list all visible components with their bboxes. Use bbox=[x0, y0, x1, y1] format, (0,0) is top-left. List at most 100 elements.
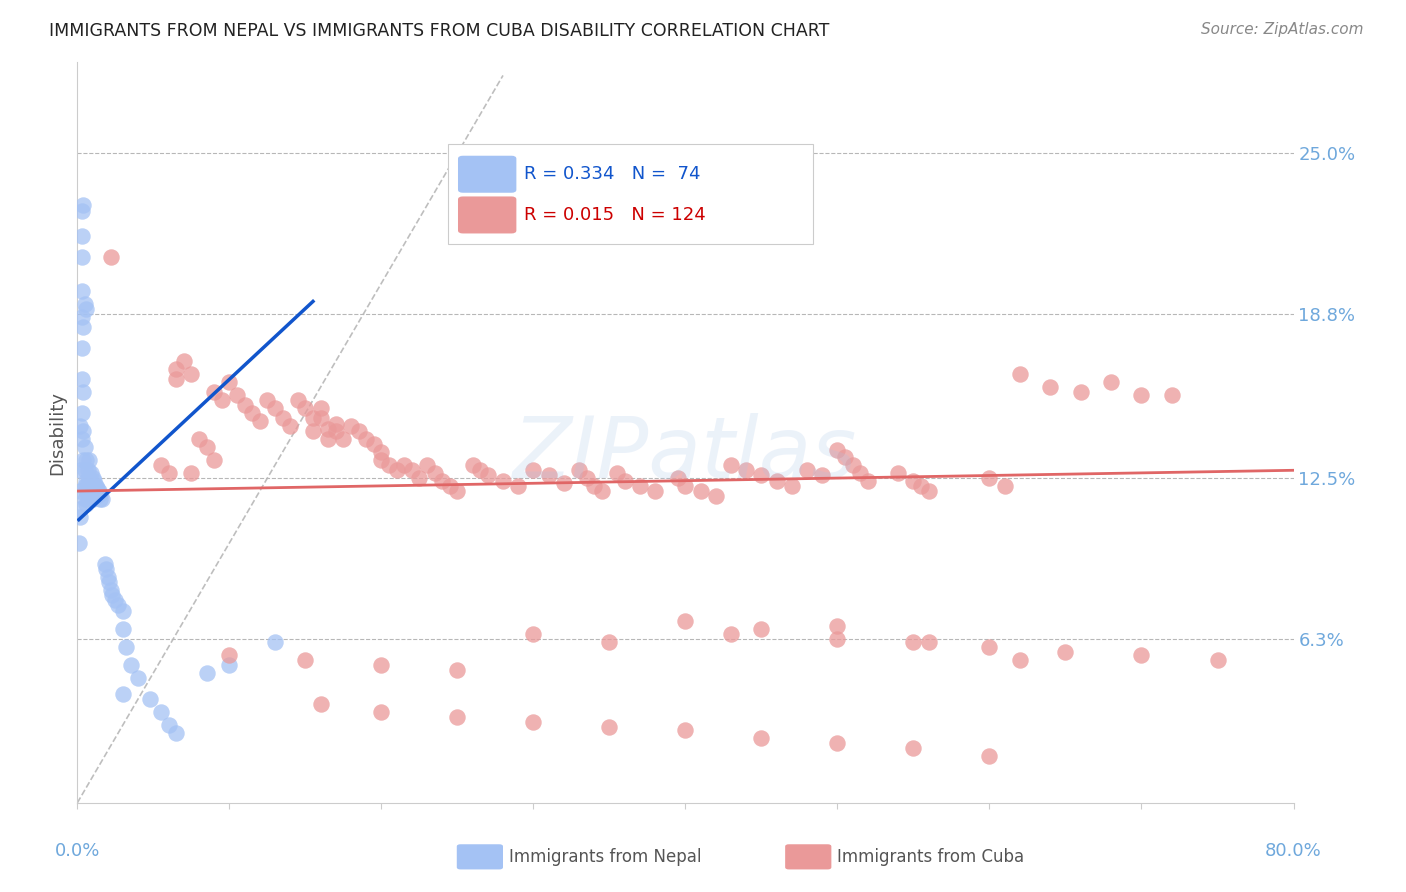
Point bbox=[86, 489, 108, 503]
Point bbox=[70, 229, 93, 244]
Point bbox=[73, 479, 96, 493]
Point bbox=[378, 458, 401, 472]
Point bbox=[77, 476, 100, 491]
Point bbox=[69, 419, 91, 434]
Point bbox=[735, 463, 758, 477]
Point bbox=[903, 634, 925, 648]
Point bbox=[83, 484, 105, 499]
Point bbox=[264, 401, 287, 415]
Point bbox=[675, 479, 697, 493]
Text: R = 0.015   N = 124: R = 0.015 N = 124 bbox=[523, 206, 706, 224]
Point bbox=[583, 479, 606, 493]
Point bbox=[165, 362, 187, 376]
Point bbox=[613, 474, 636, 488]
Point bbox=[1130, 648, 1153, 662]
Point bbox=[75, 484, 97, 499]
Point bbox=[309, 401, 332, 415]
FancyBboxPatch shape bbox=[785, 844, 831, 870]
Point bbox=[127, 671, 149, 685]
Point bbox=[720, 458, 742, 472]
Point bbox=[751, 622, 773, 636]
Point bbox=[70, 310, 93, 324]
Point bbox=[72, 320, 94, 334]
Point bbox=[1054, 645, 1077, 659]
Point bbox=[93, 557, 115, 571]
Point bbox=[591, 484, 613, 499]
Point bbox=[598, 721, 620, 735]
Point bbox=[107, 599, 129, 613]
Point bbox=[553, 476, 575, 491]
Point bbox=[86, 482, 108, 496]
Point bbox=[522, 715, 544, 730]
Text: Source: ZipAtlas.com: Source: ZipAtlas.com bbox=[1201, 22, 1364, 37]
Point bbox=[675, 614, 697, 628]
Point bbox=[82, 471, 104, 485]
Point bbox=[188, 432, 211, 446]
Point bbox=[827, 632, 849, 647]
Point bbox=[704, 489, 727, 503]
Point bbox=[834, 450, 856, 465]
Point bbox=[98, 574, 121, 589]
Point bbox=[325, 417, 347, 431]
Point bbox=[689, 484, 711, 499]
Text: ZIPatlas: ZIPatlas bbox=[513, 413, 858, 496]
Point bbox=[89, 491, 111, 506]
Point bbox=[80, 489, 103, 503]
Point bbox=[195, 440, 218, 454]
Point bbox=[1008, 367, 1031, 381]
Point bbox=[165, 725, 187, 739]
Point bbox=[101, 588, 124, 602]
Text: 80.0%: 80.0% bbox=[1265, 842, 1322, 860]
Point bbox=[522, 463, 544, 477]
Point bbox=[80, 479, 103, 493]
Point bbox=[354, 432, 377, 446]
Point bbox=[887, 466, 910, 480]
Point bbox=[73, 440, 96, 454]
Point bbox=[340, 419, 363, 434]
Point bbox=[97, 570, 120, 584]
Point bbox=[316, 432, 339, 446]
Point bbox=[73, 491, 96, 506]
Point bbox=[100, 250, 122, 264]
Point bbox=[218, 658, 240, 673]
Point bbox=[370, 658, 392, 673]
Point bbox=[461, 458, 484, 472]
Point bbox=[75, 497, 97, 511]
Point bbox=[628, 479, 651, 493]
Point bbox=[69, 463, 91, 477]
Point bbox=[470, 463, 492, 477]
Point bbox=[77, 491, 100, 506]
Point bbox=[70, 432, 93, 446]
Point bbox=[75, 453, 97, 467]
Point bbox=[173, 354, 195, 368]
Point bbox=[79, 453, 101, 467]
Point bbox=[79, 471, 101, 485]
Point bbox=[249, 414, 271, 428]
Point bbox=[70, 284, 93, 298]
Point bbox=[408, 471, 430, 485]
Point bbox=[780, 479, 803, 493]
Point bbox=[80, 466, 103, 480]
Point bbox=[218, 648, 240, 662]
Point bbox=[849, 466, 872, 480]
Point bbox=[316, 422, 339, 436]
Point bbox=[67, 536, 90, 550]
Point bbox=[796, 463, 818, 477]
Point bbox=[1161, 388, 1184, 402]
Point bbox=[423, 466, 446, 480]
Point bbox=[256, 393, 278, 408]
Point bbox=[918, 634, 941, 648]
Point bbox=[271, 411, 294, 425]
Point bbox=[90, 491, 112, 506]
Point bbox=[70, 406, 93, 420]
Point bbox=[70, 372, 93, 386]
Point bbox=[841, 458, 863, 472]
Point bbox=[508, 479, 530, 493]
Point bbox=[675, 723, 697, 737]
Text: Immigrants from Nepal: Immigrants from Nepal bbox=[509, 848, 702, 866]
Point bbox=[309, 411, 332, 425]
Point bbox=[363, 437, 385, 451]
Text: R = 0.334   N =  74: R = 0.334 N = 74 bbox=[523, 165, 700, 183]
Point bbox=[856, 474, 879, 488]
Point bbox=[83, 474, 105, 488]
